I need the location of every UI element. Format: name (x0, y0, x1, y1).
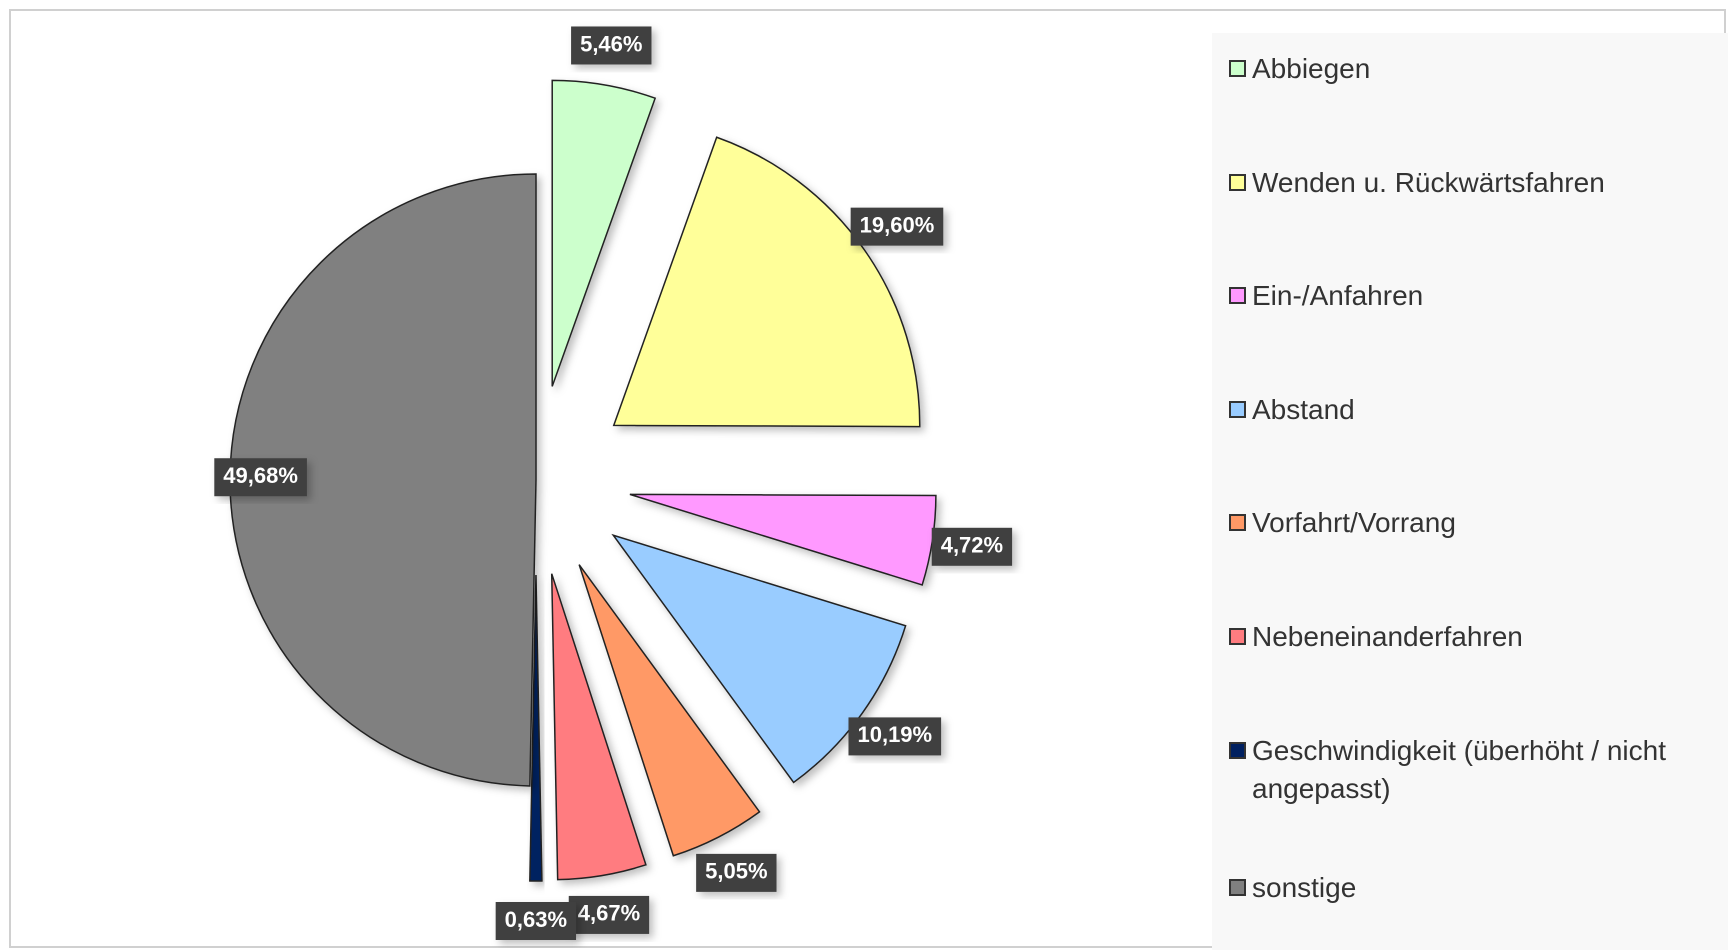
data-label-box (214, 458, 307, 497)
legend-swatch (1229, 628, 1246, 645)
data-label: 0,63% (495, 902, 577, 940)
legend-item: Geschwindigkeit (überhöht / nicht angepa… (1229, 732, 1709, 808)
legend-item: Wenden u. Rückwärtsfahren (1229, 164, 1709, 202)
legend-item: sonstige (1229, 869, 1709, 907)
data-label-text: 19,60% (860, 212, 935, 237)
data-label-box (495, 902, 577, 940)
legend-label: sonstige (1252, 872, 1357, 903)
legend-item: Nebeneinanderfahren (1229, 618, 1709, 656)
legend-label: Wenden u. Rückwärtsfahren (1252, 167, 1605, 198)
legend-item: Abstand (1229, 391, 1709, 429)
data-label: 4,72% (931, 527, 1013, 566)
pie-slice (612, 136, 921, 428)
data-label: 5,46% (571, 26, 652, 65)
data-label-text: 0,63% (505, 907, 567, 932)
legend-label: Vorfahrt/Vorrang (1252, 507, 1456, 538)
data-label-text: 5,05% (705, 859, 767, 884)
legend-swatch (1229, 879, 1246, 896)
legend-item: Vorfahrt/Vorrang (1229, 504, 1709, 542)
legend-swatch (1229, 742, 1246, 759)
legend-label: Ein-/Anfahren (1252, 280, 1424, 311)
data-label: 49,68% (214, 458, 307, 497)
data-label: 10,19% (848, 717, 942, 756)
data-label-text: 49,68% (223, 463, 298, 488)
data-label-box (696, 853, 777, 892)
pie-slice (550, 573, 647, 881)
data-label: 19,60% (850, 207, 944, 246)
legend-swatch (1229, 514, 1246, 531)
data-label-text: 4,72% (941, 533, 1003, 558)
legend-label: Abstand (1252, 394, 1355, 425)
pie-slice (611, 533, 907, 784)
legend-swatch (1229, 174, 1246, 191)
pie-slice (578, 564, 761, 857)
data-label-text: 4,67% (578, 901, 640, 926)
legend-label: Abbiegen (1252, 53, 1371, 84)
legend-swatch (1229, 287, 1246, 304)
legend-item: Abbiegen (1229, 50, 1709, 88)
data-label-text: 10,19% (857, 722, 932, 747)
data-label-box (848, 717, 942, 756)
data-label: 4,67% (568, 895, 650, 934)
legend-item: Ein-/Anfahren (1229, 277, 1709, 315)
legend-swatch (1229, 60, 1246, 77)
legend: Abbiegen Wenden u. Rückwärtsfahren Ein-/An… (1212, 33, 1728, 950)
data-label-text: 5,46% (580, 31, 642, 56)
data-label-box (568, 895, 650, 934)
pie-slice (529, 574, 543, 882)
legend-label: Nebeneinanderfahren (1252, 621, 1523, 652)
data-label: 5,05% (696, 853, 777, 892)
legend-label: Geschwindigkeit (überhöht / nicht angepa… (1252, 735, 1666, 804)
data-label-box (571, 26, 652, 65)
data-label-box (931, 527, 1013, 566)
pie-slice (551, 79, 657, 387)
data-label-box (850, 207, 944, 246)
legend-swatch (1229, 401, 1246, 418)
